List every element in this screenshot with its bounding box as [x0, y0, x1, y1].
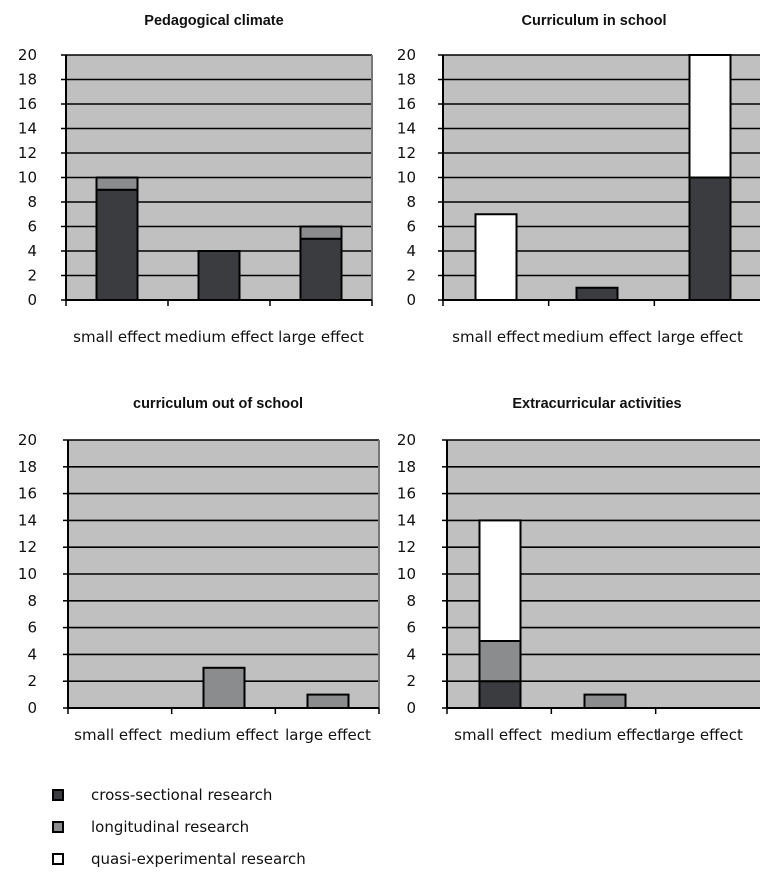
chart-title: Curriculum in school: [521, 13, 666, 29]
legend: cross-sectional research longitudinal res…: [52, 786, 306, 868]
y-tick-label: 2: [406, 267, 416, 285]
bar-quasi-experimental: [688, 54, 732, 179]
y-tick-label: 4: [406, 242, 416, 260]
bar-longitudinal: [299, 225, 343, 240]
bar-cross-sectional: [299, 237, 343, 301]
y-tick-label: 12: [18, 144, 37, 162]
chart-title: curriculum out of school: [133, 396, 303, 412]
x-category-label: medium effect: [542, 328, 651, 346]
chart-title: Extracurricular activities: [512, 396, 681, 412]
x-category-label: small effect: [454, 726, 542, 744]
y-tick-label: 4: [27, 645, 37, 663]
y-tick-label: 2: [27, 672, 37, 690]
x-category-label: medium effect: [169, 726, 278, 744]
y-tick-label: 6: [406, 619, 416, 637]
legend-label-cross-sectional: cross-sectional research: [91, 786, 272, 804]
chart-extracurricular-activities: Extracurricular activities 0 2 4 6 8 10 12 14 16 1…: [397, 396, 760, 744]
bar-longitudinal: [202, 666, 246, 709]
y-tick-label: 2: [406, 672, 416, 690]
legend-swatch-cross-sectional: [52, 789, 64, 801]
y-tick-label: 14: [397, 511, 416, 529]
y-tick-label: 16: [397, 485, 416, 503]
y-tick-label: 4: [27, 242, 37, 260]
x-category-label: small effect: [452, 328, 540, 346]
bar-longitudinal: [306, 693, 350, 709]
bar-longitudinal: [478, 640, 522, 683]
x-category-label: medium effect: [550, 726, 659, 744]
x-category-label: large effect: [285, 726, 371, 744]
y-tick-label: 12: [397, 144, 416, 162]
y-tick-label: 18: [397, 458, 416, 476]
y-tick-label: 8: [27, 193, 37, 211]
legend-label-quasi-experimental: quasi-experimental research: [91, 850, 306, 868]
chart-pedagogical-climate: Pedagogical climate 0 2 4 6 8 10 12 14 16 18 20 smal…: [18, 13, 373, 346]
legend-swatch-longitudinal: [52, 821, 64, 833]
y-tick-label: 8: [406, 592, 416, 610]
y-tick-label: 6: [27, 619, 37, 637]
y-tick-label: 6: [406, 218, 416, 236]
x-category-label: large effect: [657, 328, 743, 346]
y-tick-label: 20: [18, 431, 37, 449]
chart-title: Pedagogical climate: [144, 13, 283, 29]
y-tick-label: 14: [397, 120, 416, 138]
y-tick-label: 20: [397, 46, 416, 64]
y-tick-label: 0: [27, 699, 37, 717]
y-tick-label: 18: [397, 71, 416, 89]
y-tick-label: 16: [18, 95, 37, 113]
y-tick-label: 16: [397, 95, 416, 113]
x-category-label: small effect: [74, 726, 162, 744]
bar-cross-sectional: [575, 286, 619, 301]
bar-cross-sectional: [197, 250, 241, 301]
y-tick-label: 16: [18, 485, 37, 503]
y-tick-label: 18: [18, 71, 37, 89]
y-tick-label: 18: [18, 458, 37, 476]
x-category-label: large effect: [657, 726, 743, 744]
y-tick-label: 12: [397, 538, 416, 556]
y-tick-label: 10: [18, 169, 37, 187]
bar-quasi-experimental: [478, 519, 522, 643]
bar-longitudinal: [583, 693, 627, 709]
bar-cross-sectional: [478, 680, 522, 710]
bar-cross-sectional: [95, 188, 139, 301]
y-tick-label: 6: [27, 218, 37, 236]
y-tick-label: 8: [27, 592, 37, 610]
y-tick-label: 10: [397, 169, 416, 187]
bar-longitudinal: [95, 176, 139, 191]
y-tick-label: 2: [27, 267, 37, 285]
y-tick-label: 8: [406, 193, 416, 211]
y-tick-label: 20: [397, 431, 416, 449]
chart-curriculum-out-of-school: curriculum out of school 0 2 4 6 8 10 12 14 16 18 2…: [18, 396, 380, 744]
chart-curriculum-in-school: Curriculum in school 0 2 4 6 8 10 12 14 16 18 20 sma…: [397, 13, 760, 346]
y-tick-label: 4: [406, 645, 416, 663]
bar-quasi-experimental: [474, 213, 518, 301]
bar-cross-sectional: [688, 176, 732, 301]
y-tick-label: 10: [18, 565, 37, 583]
y-tick-label: 0: [406, 291, 416, 309]
y-tick-label: 20: [18, 46, 37, 64]
y-tick-label: 14: [18, 120, 37, 138]
y-tick-label: 10: [397, 565, 416, 583]
x-category-label: small effect: [73, 328, 161, 346]
x-category-label: large effect: [278, 328, 364, 346]
x-category-label: medium effect: [164, 328, 273, 346]
y-tick-label: 0: [406, 699, 416, 717]
legend-label-longitudinal: longitudinal research: [91, 818, 249, 836]
y-tick-label: 14: [18, 511, 37, 529]
legend-swatch-quasi-experimental: [52, 853, 64, 865]
y-tick-label: 12: [18, 538, 37, 556]
y-tick-label: 0: [27, 291, 37, 309]
